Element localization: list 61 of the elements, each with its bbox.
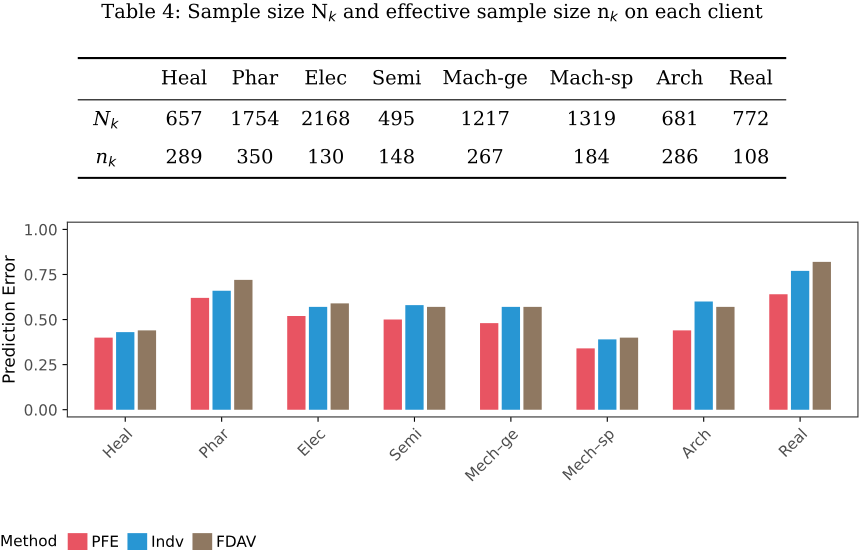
category-label: Heal — [162, 70, 207, 85]
data-label: 495 — [378, 110, 414, 126]
bar — [716, 306, 735, 410]
bar — [502, 306, 520, 410]
data-label: 289 — [166, 148, 202, 164]
legend-title: Method — [2, 534, 56, 546]
data-label: 1319 — [569, 110, 615, 126]
legend-label: PFE — [92, 536, 118, 547]
y-tick-label: 1.00 — [25, 224, 57, 236]
bar — [94, 338, 113, 410]
category-label: Mach-sp — [550, 70, 632, 88]
legend-label: Indv — [152, 535, 184, 548]
bar — [427, 306, 446, 410]
data-label: 2168 — [302, 110, 350, 126]
bar — [212, 290, 231, 410]
category-label: Phar — [232, 70, 278, 85]
y-tick-label: 0.75 — [24, 268, 56, 280]
data-label: 1754 — [232, 110, 279, 126]
category-label: Mach-ge — [443, 69, 527, 88]
bar — [672, 330, 692, 410]
data-label: 130 — [310, 148, 343, 164]
bar — [287, 316, 306, 410]
category-label: Arch — [656, 70, 703, 85]
bar — [769, 294, 788, 410]
category-label: Elec — [305, 70, 346, 85]
data-label: 286 — [662, 148, 698, 164]
y-tick-label: 0.00 — [24, 404, 57, 416]
category-label: Real — [730, 70, 772, 85]
legend-label: FDAV — [218, 536, 256, 547]
bar — [694, 302, 713, 410]
data-label: 350 — [238, 148, 272, 164]
bar — [480, 323, 498, 410]
y-tick-label: 0.50 — [24, 314, 57, 326]
bar — [190, 298, 210, 410]
bar — [116, 332, 134, 410]
bar — [405, 305, 424, 410]
bar — [598, 339, 616, 410]
y-tick-label: 0.25 — [24, 359, 56, 371]
bar — [138, 330, 156, 410]
data-label: 772 — [734, 110, 768, 126]
data-label: 681 — [662, 110, 696, 126]
data-label: 1217 — [462, 110, 508, 126]
bar — [330, 303, 349, 410]
bar — [812, 262, 831, 410]
bar — [384, 320, 402, 410]
text: Table 4: Sample size N$_{k}$ and effective sample size n$_{k}$ on each client — [101, 3, 763, 22]
bar — [308, 306, 328, 410]
bar — [523, 306, 542, 410]
bar — [576, 348, 595, 410]
text: n$_{k}$ — [96, 152, 117, 166]
bar — [790, 270, 810, 410]
text: N$_{k}$ — [92, 110, 119, 128]
data-label: 108 — [734, 148, 768, 164]
data-label: 657 — [166, 110, 202, 126]
data-label: 184 — [575, 148, 609, 164]
bar — [620, 338, 638, 410]
data-label: 148 — [380, 148, 414, 164]
category-label: Semi — [373, 70, 421, 85]
y-axis-title: Prediction Error — [2, 255, 15, 382]
bar — [234, 280, 252, 410]
data-label: 267 — [468, 148, 502, 164]
